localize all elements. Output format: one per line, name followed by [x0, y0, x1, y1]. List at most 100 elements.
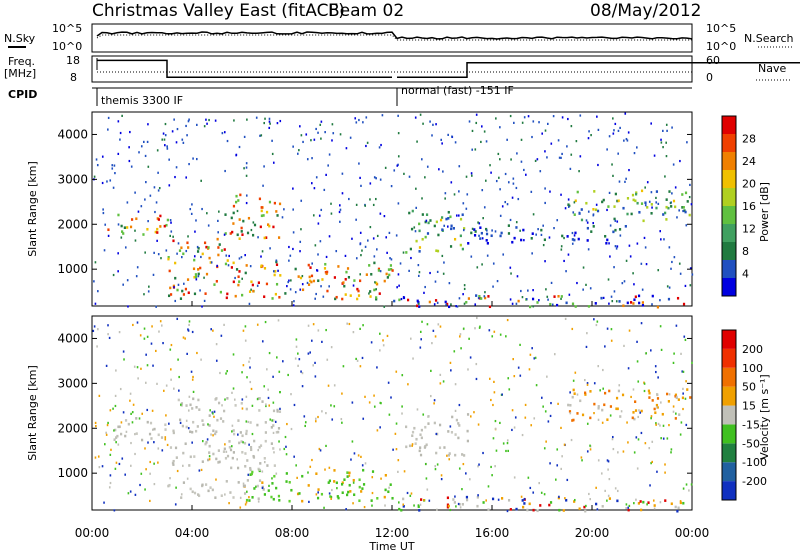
range-gate-cell: [107, 128, 109, 131]
range-gate-cell: [216, 418, 219, 422]
range-gate-cell: [415, 437, 418, 441]
range-gate-cell: [114, 172, 116, 175]
range-gate-cell: [370, 499, 373, 502]
range-gate-cell: [273, 474, 276, 478]
range-gate-cell: [412, 357, 414, 360]
range-gate-cell: [107, 228, 110, 232]
range-gate-cell: [613, 266, 615, 269]
range-gate-cell: [117, 152, 120, 156]
range-gate-cell: [325, 272, 328, 276]
range-gate-cell: [507, 232, 511, 235]
range-gate-cell: [549, 302, 552, 306]
range-gate-cell: [510, 158, 512, 161]
range-gate-cell: [672, 361, 675, 364]
range-gate-cell: [139, 334, 142, 337]
range-gate-cell: [493, 330, 496, 333]
range-gate-cell: [373, 261, 376, 265]
range-gate-cell: [460, 347, 462, 350]
range-gate-cell: [416, 140, 418, 143]
colorbar-swatch: [722, 462, 736, 482]
colorbar-tick-label: 4: [742, 268, 749, 281]
range-gate-cell: [573, 238, 576, 242]
range-gate-cell: [286, 422, 288, 426]
range-gate-cell: [139, 483, 141, 487]
range-gate-cell: [321, 278, 324, 281]
range-gate-cell: [242, 482, 245, 485]
range-gate-cell: [177, 242, 180, 245]
colorbar-swatch: [722, 481, 736, 500]
range-gate-cell: [463, 284, 466, 287]
range-gate-cell: [272, 497, 275, 501]
range-gate-cell: [376, 248, 378, 251]
range-gate-cell: [357, 454, 360, 457]
range-gate-cell: [434, 465, 437, 468]
range-gate-cell: [499, 188, 501, 191]
range-gate-cell: [438, 423, 442, 427]
range-gate-cell: [682, 407, 684, 411]
velocity-ylabel: Slant Range [km]: [26, 365, 39, 461]
range-gate-cell: [188, 118, 190, 121]
range-gate-cell: [626, 139, 629, 142]
range-gate-cell: [561, 152, 563, 156]
range-gate-cell: [418, 302, 420, 305]
range-gate-cell: [209, 486, 212, 489]
range-gate-cell: [249, 380, 252, 384]
range-gate-cell: [617, 451, 619, 454]
range-gate-cell: [668, 246, 671, 249]
range-gate-cell: [214, 398, 217, 401]
range-gate-cell: [560, 295, 563, 298]
range-gate-cell: [544, 150, 546, 153]
range-gate-cell: [497, 498, 500, 501]
range-gate-cell: [540, 396, 543, 399]
range-gate-cell: [232, 496, 235, 499]
range-gate-cell: [184, 442, 187, 446]
range-gate-cell: [238, 237, 241, 240]
range-gate-cell: [346, 493, 349, 497]
range-gate-cell: [542, 224, 544, 227]
range-gate-cell: [531, 347, 533, 350]
range-gate-cell: [301, 283, 304, 286]
range-gate-cell: [195, 429, 198, 433]
range-gate-cell: [229, 448, 233, 452]
range-gate-cell: [347, 275, 351, 279]
sky-label: N.Sky: [4, 32, 36, 45]
range-gate-cell: [509, 218, 512, 222]
range-gate-cell: [177, 358, 179, 361]
range-gate-cell: [240, 226, 243, 230]
range-gate-cell: [390, 185, 393, 188]
range-gate-cell: [259, 444, 263, 447]
range-gate-cell: [550, 281, 553, 285]
range-gate-cell: [676, 296, 680, 300]
range-gate-cell: [178, 375, 180, 379]
range-gate-cell: [322, 295, 325, 298]
range-gate-cell: [330, 404, 332, 407]
colorbar-frame: [721, 115, 737, 297]
range-gate-cell: [462, 327, 465, 330]
range-gate-cell: [682, 387, 684, 390]
range-gate-cell: [360, 254, 362, 257]
range-gate-cell: [424, 235, 427, 239]
range-gate-cell: [207, 246, 210, 249]
range-gate-cell: [609, 414, 612, 417]
range-gate-cell: [443, 261, 445, 264]
range-gate-cell: [447, 430, 450, 433]
range-gate-cell: [218, 243, 221, 246]
range-gate-cell: [124, 419, 128, 422]
range-gate-cell: [339, 133, 342, 136]
range-gate-cell: [140, 472, 143, 475]
range-gate-cell: [172, 239, 175, 243]
range-gate-cell: [215, 359, 218, 362]
range-gate-cell: [389, 264, 393, 267]
range-gate-cell: [129, 130, 131, 134]
range-gate-cell: [539, 504, 542, 507]
colorbar-tick-label: 50: [742, 381, 756, 394]
range-gate-cell: [359, 176, 361, 179]
range-gate-cell: [536, 301, 539, 304]
range-gate-cell: [328, 235, 331, 238]
range-gate-cell: [410, 227, 414, 231]
range-gate-cell: [223, 248, 226, 251]
range-gate-cell: [494, 465, 496, 468]
y-tick-label: 3000: [57, 376, 88, 390]
range-gate-cell: [201, 207, 203, 211]
